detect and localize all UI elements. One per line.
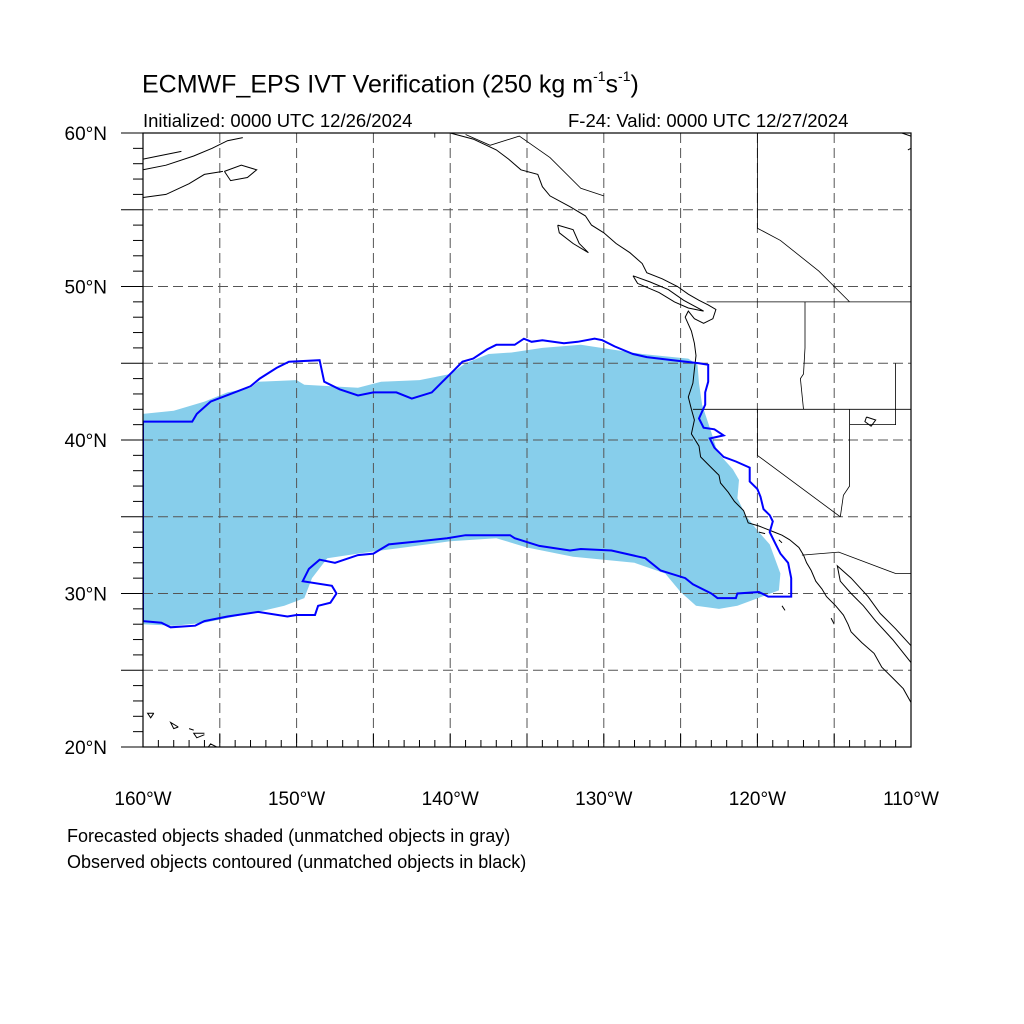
coastline	[143, 150, 182, 160]
island-outline	[781, 605, 786, 611]
political-border	[849, 363, 896, 426]
valid-time-label: F-24: Valid: 0000 UTC 12/27/2024	[568, 110, 849, 131]
tick-marks-layer	[121, 132, 912, 748]
island-outline	[146, 712, 155, 719]
initialized-label: Initialized: 0000 UTC 12/26/2024	[143, 110, 413, 131]
political-border	[757, 409, 841, 518]
y-tick-label: 20°N	[65, 738, 107, 759]
x-tick-label: 140°W	[422, 789, 479, 810]
observed-ivt-contour	[143, 337, 793, 629]
coastline	[557, 224, 589, 254]
coastline	[450, 133, 911, 703]
political-border	[801, 551, 911, 574]
coastline	[143, 170, 223, 198]
political-border	[757, 133, 850, 303]
coastline	[836, 564, 911, 663]
observed-note: Observed objects contoured (unmatched ob…	[67, 852, 527, 872]
coastline	[632, 275, 704, 312]
x-tick-label: 130°W	[575, 789, 632, 810]
x-tick-label: 160°W	[114, 789, 171, 810]
forecast-objects-layer	[143, 344, 781, 626]
geography-layer	[143, 133, 911, 747]
coastline	[223, 164, 258, 182]
title-close: )	[630, 70, 639, 99]
title-mid: s	[605, 70, 619, 99]
y-tick-label: 40°N	[65, 431, 107, 452]
observed-objects-layer	[143, 337, 793, 629]
political-border	[839, 409, 850, 517]
title-main: ECMWF_EPS IVT Verification (250 kg m	[142, 70, 594, 99]
island-outline	[830, 617, 835, 625]
axis-labels-layer: 160°W 150°W 140°W 130°W 120°W 110°W 60°N 50°N 40…	[65, 124, 939, 810]
title-exponent-1: -1	[593, 68, 606, 84]
island-outline	[169, 721, 179, 730]
plot-frame	[142, 132, 912, 748]
island-outline	[758, 531, 766, 535]
coastline	[143, 137, 243, 171]
x-tick-label: 110°W	[883, 789, 939, 810]
y-tick-label: 30°N	[65, 585, 107, 606]
y-tick-label: 60°N	[65, 124, 107, 145]
chart-title: ECMWF_EPS IVT Verification (250 kg m-1s-…	[142, 68, 639, 99]
island-outline	[778, 539, 783, 544]
x-tick-label: 150°W	[268, 789, 325, 810]
political-border	[799, 301, 806, 410]
lake-outline	[864, 416, 877, 427]
island-outline	[192, 732, 205, 739]
island-outline	[188, 728, 194, 731]
political-border	[465, 134, 604, 197]
x-tick-label: 120°W	[729, 789, 786, 810]
forecast-ivt-object	[143, 344, 781, 626]
title-exponent-2: -1	[618, 68, 631, 84]
island-outline	[207, 743, 218, 747]
forecast-note: Forecasted objects shaded (unmatched obj…	[67, 826, 511, 846]
y-tick-label: 50°N	[65, 278, 107, 299]
